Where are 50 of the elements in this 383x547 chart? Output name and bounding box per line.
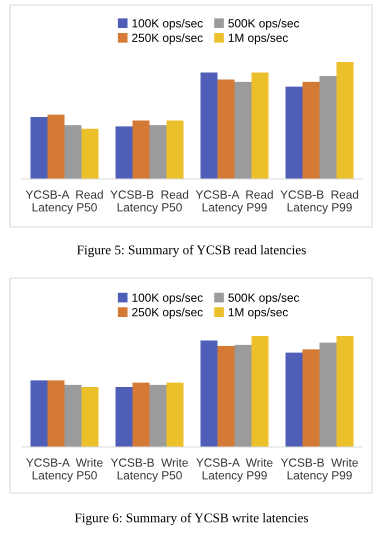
bar <box>286 352 302 447</box>
bar <box>82 128 98 179</box>
bar <box>252 336 268 447</box>
x-tick-label: YCSB-B Write Latency P99 <box>280 458 358 482</box>
legend-label: 500K ops/sec <box>228 18 300 30</box>
x-tick-label: YCSB-A Write Latency P50 <box>26 458 103 482</box>
bar <box>200 72 218 179</box>
x-tick-label: YCSB-B Write Latency P50 <box>110 458 188 482</box>
bar <box>234 82 252 179</box>
bar <box>320 342 336 447</box>
x-tick-label: YCSB-A Read Latency P99 <box>196 190 273 214</box>
bar <box>30 116 48 179</box>
caption: Figure 5: Summary of YCSB read latencies <box>77 244 306 258</box>
bar <box>302 349 320 447</box>
bar <box>218 80 234 179</box>
bar <box>166 120 184 179</box>
bar <box>30 380 48 447</box>
bar <box>286 86 302 179</box>
x-tick-label: YCSB-B Read Latency P50 <box>110 190 188 214</box>
bar <box>320 76 336 179</box>
bar <box>234 344 252 447</box>
bar <box>150 384 166 447</box>
bar <box>132 382 150 447</box>
bar <box>336 336 354 447</box>
bar <box>200 340 218 447</box>
legend-label: 100K ops/sec <box>132 18 203 30</box>
bar <box>48 114 64 179</box>
bar <box>116 387 132 447</box>
x-tick-label: YCSB-A Read Latency P50 <box>26 190 103 214</box>
x-tick-label: YCSB-B Read Latency P99 <box>280 190 358 214</box>
legend-label: 250K ops/sec <box>132 308 203 319</box>
bar <box>336 62 354 179</box>
x-tick-label: YCSB-A Write Latency P99 <box>196 458 273 482</box>
bar <box>302 82 320 179</box>
legend-label: 100K ops/sec <box>132 293 203 304</box>
bar <box>150 125 166 179</box>
legend-label: 500K ops/sec <box>228 293 300 304</box>
bar <box>116 126 132 179</box>
bar <box>82 387 98 447</box>
bar <box>252 72 268 179</box>
bar <box>132 120 150 179</box>
caption: Figure 6: Summary of YCSB write latencies <box>74 512 308 526</box>
bar <box>64 125 82 179</box>
legend-label: 1M ops/sec <box>228 308 288 319</box>
bar <box>166 382 184 447</box>
legend-label: 1M ops/sec <box>228 33 288 44</box>
bar <box>218 346 234 447</box>
bar <box>48 380 64 447</box>
bar <box>64 384 82 447</box>
legend-label: 250K ops/sec <box>132 33 203 44</box>
